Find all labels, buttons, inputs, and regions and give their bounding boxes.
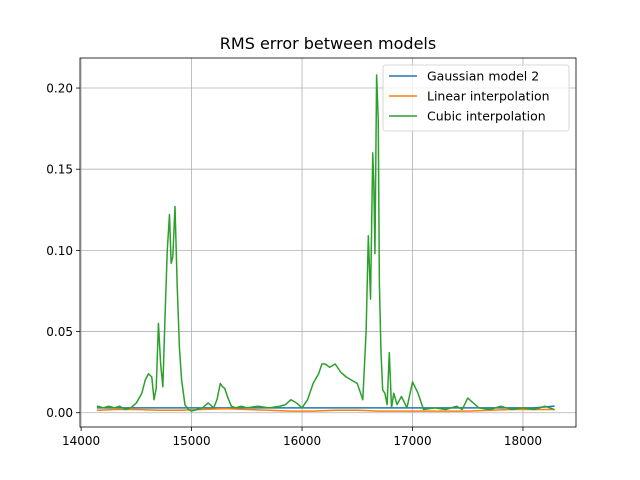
y-tick-label: 0.05 — [46, 325, 73, 339]
axis-ticks: 14000 15000 16000 17000 18000 0.00 0.05 0.10 0.1… — [46, 82, 542, 448]
legend: Gaussian model 2 Linear interpolation Cubi… — [382, 64, 570, 132]
legend-box — [382, 64, 570, 132]
x-tick-label: 14000 — [62, 434, 100, 448]
x-tick-label: 17000 — [393, 434, 431, 448]
series-layer — [96, 74, 555, 412]
y-tick-label: 0.15 — [46, 163, 73, 177]
y-tick-label: 0.10 — [46, 244, 73, 258]
y-tick-label: 0.00 — [46, 406, 73, 420]
series-line-3 — [96, 74, 555, 412]
legend-label: Cubic interpolation — [427, 109, 546, 124]
legend-label: Linear interpolation — [427, 89, 550, 104]
x-tick-label: 15000 — [172, 434, 210, 448]
x-tick-label: 16000 — [283, 434, 321, 448]
x-tick-label: 18000 — [504, 434, 542, 448]
chart-title: RMS error between models — [220, 34, 436, 53]
series-line-2 — [96, 407, 555, 412]
plot-frame — [79, 57, 577, 428]
legend-label: Gaussian model 2 — [427, 69, 539, 84]
y-tick-label: 0.20 — [46, 82, 73, 96]
